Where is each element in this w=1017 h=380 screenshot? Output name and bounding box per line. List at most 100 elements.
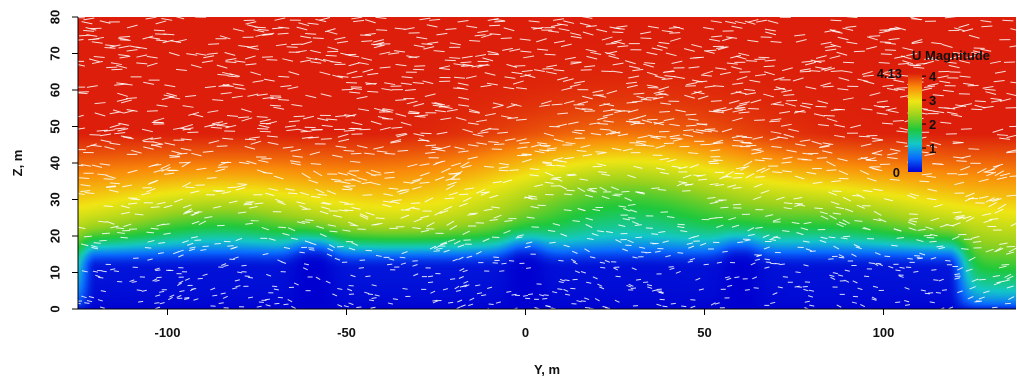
velocity-vector (751, 151, 762, 155)
velocity-vector (300, 59, 312, 63)
velocity-vector (344, 114, 356, 117)
velocity-vector (783, 207, 793, 210)
velocity-vector (406, 55, 418, 59)
velocity-vector (871, 152, 883, 156)
velocity-vector (373, 146, 384, 150)
velocity-vector (215, 168, 226, 172)
velocity-vector (597, 283, 603, 287)
velocity-vector (822, 150, 833, 154)
velocity-vector (100, 139, 112, 143)
velocity-vector (190, 236, 198, 239)
velocity-vector (396, 189, 407, 193)
velocity-vector (959, 75, 971, 78)
velocity-vector (612, 194, 621, 197)
velocity-vector (365, 211, 375, 216)
velocity-vector (143, 146, 154, 150)
velocity-vector (184, 277, 190, 281)
velocity-vector (359, 128, 371, 131)
velocity-vector (844, 269, 850, 272)
velocity-vector (716, 261, 723, 264)
velocity-vector (635, 140, 647, 143)
velocity-vector (929, 233, 938, 237)
velocity-vector (155, 33, 167, 35)
velocity-vector (221, 191, 231, 194)
velocity-vector (878, 61, 890, 64)
velocity-vector (287, 299, 293, 303)
velocity-vector (365, 82, 377, 85)
velocity-vector (796, 232, 804, 236)
velocity-vector (395, 99, 407, 101)
velocity-vector (636, 191, 645, 194)
velocity-vector (214, 242, 221, 245)
velocity-vector (522, 158, 532, 163)
velocity-vector (989, 218, 999, 221)
velocity-vector (553, 40, 565, 44)
velocity-vector (413, 273, 419, 277)
velocity-vector (114, 127, 126, 130)
velocity-vector (661, 30, 673, 33)
velocity-vector (364, 33, 376, 36)
velocity-vector (557, 288, 563, 291)
velocity-vector (511, 293, 517, 296)
velocity-vector (157, 252, 164, 255)
velocity-vector (965, 268, 973, 272)
velocity-vector (675, 270, 681, 274)
velocity-vector (756, 167, 766, 172)
velocity-vector (647, 25, 659, 29)
velocity-vector (148, 163, 159, 168)
velocity-vector (773, 87, 785, 91)
velocity-vector (477, 30, 489, 33)
velocity-vector (820, 236, 828, 240)
velocity-vector (371, 284, 377, 287)
velocity-vector (732, 187, 742, 189)
velocity-vector (786, 99, 798, 102)
velocity-vector (526, 216, 535, 219)
velocity-vector (492, 181, 503, 184)
velocity-vector (430, 290, 436, 294)
velocity-vector (392, 298, 398, 301)
velocity-vector (440, 242, 448, 246)
velocity-vector (599, 261, 606, 264)
velocity-vector (384, 82, 396, 86)
velocity-vector (243, 202, 253, 205)
velocity-vector (489, 194, 499, 199)
velocity-vector (585, 25, 597, 28)
velocity-vector (146, 62, 158, 67)
velocity-vector (154, 279, 160, 282)
y-tick-label: 0 (47, 305, 62, 312)
velocity-vector (944, 17, 956, 19)
velocity-vector (773, 103, 785, 106)
velocity-vector (401, 76, 413, 79)
velocity-vector (904, 304, 911, 306)
velocity-vector (261, 226, 270, 231)
velocity-vector (390, 140, 402, 144)
velocity-vector (234, 279, 240, 282)
velocity-vector (570, 258, 577, 263)
velocity-vector (126, 109, 138, 112)
velocity-vector (426, 222, 435, 227)
velocity-vector (770, 301, 776, 304)
velocity-vector (468, 303, 474, 307)
velocity-vector (738, 52, 750, 57)
velocity-vector (244, 145, 256, 150)
velocity-vector (902, 47, 914, 51)
colorbar-min-label: 0 (893, 165, 900, 180)
velocity-vector (454, 146, 465, 150)
velocity-vector (350, 274, 356, 278)
velocity-vector (626, 84, 638, 89)
velocity-vector (687, 118, 699, 121)
velocity-vector (315, 18, 327, 23)
velocity-vector (866, 177, 877, 182)
velocity-vector (421, 43, 433, 46)
velocity-vector (425, 151, 436, 154)
velocity-vector (994, 70, 1006, 74)
velocity-vector (959, 60, 971, 64)
velocity-vector (530, 205, 539, 209)
velocity-vector (764, 71, 775, 76)
velocity-vector (175, 38, 187, 43)
velocity-vector (677, 225, 685, 229)
velocity-vector (351, 242, 359, 246)
velocity-vector (548, 30, 560, 33)
velocity-vector (395, 63, 407, 67)
velocity-vector (770, 41, 782, 43)
